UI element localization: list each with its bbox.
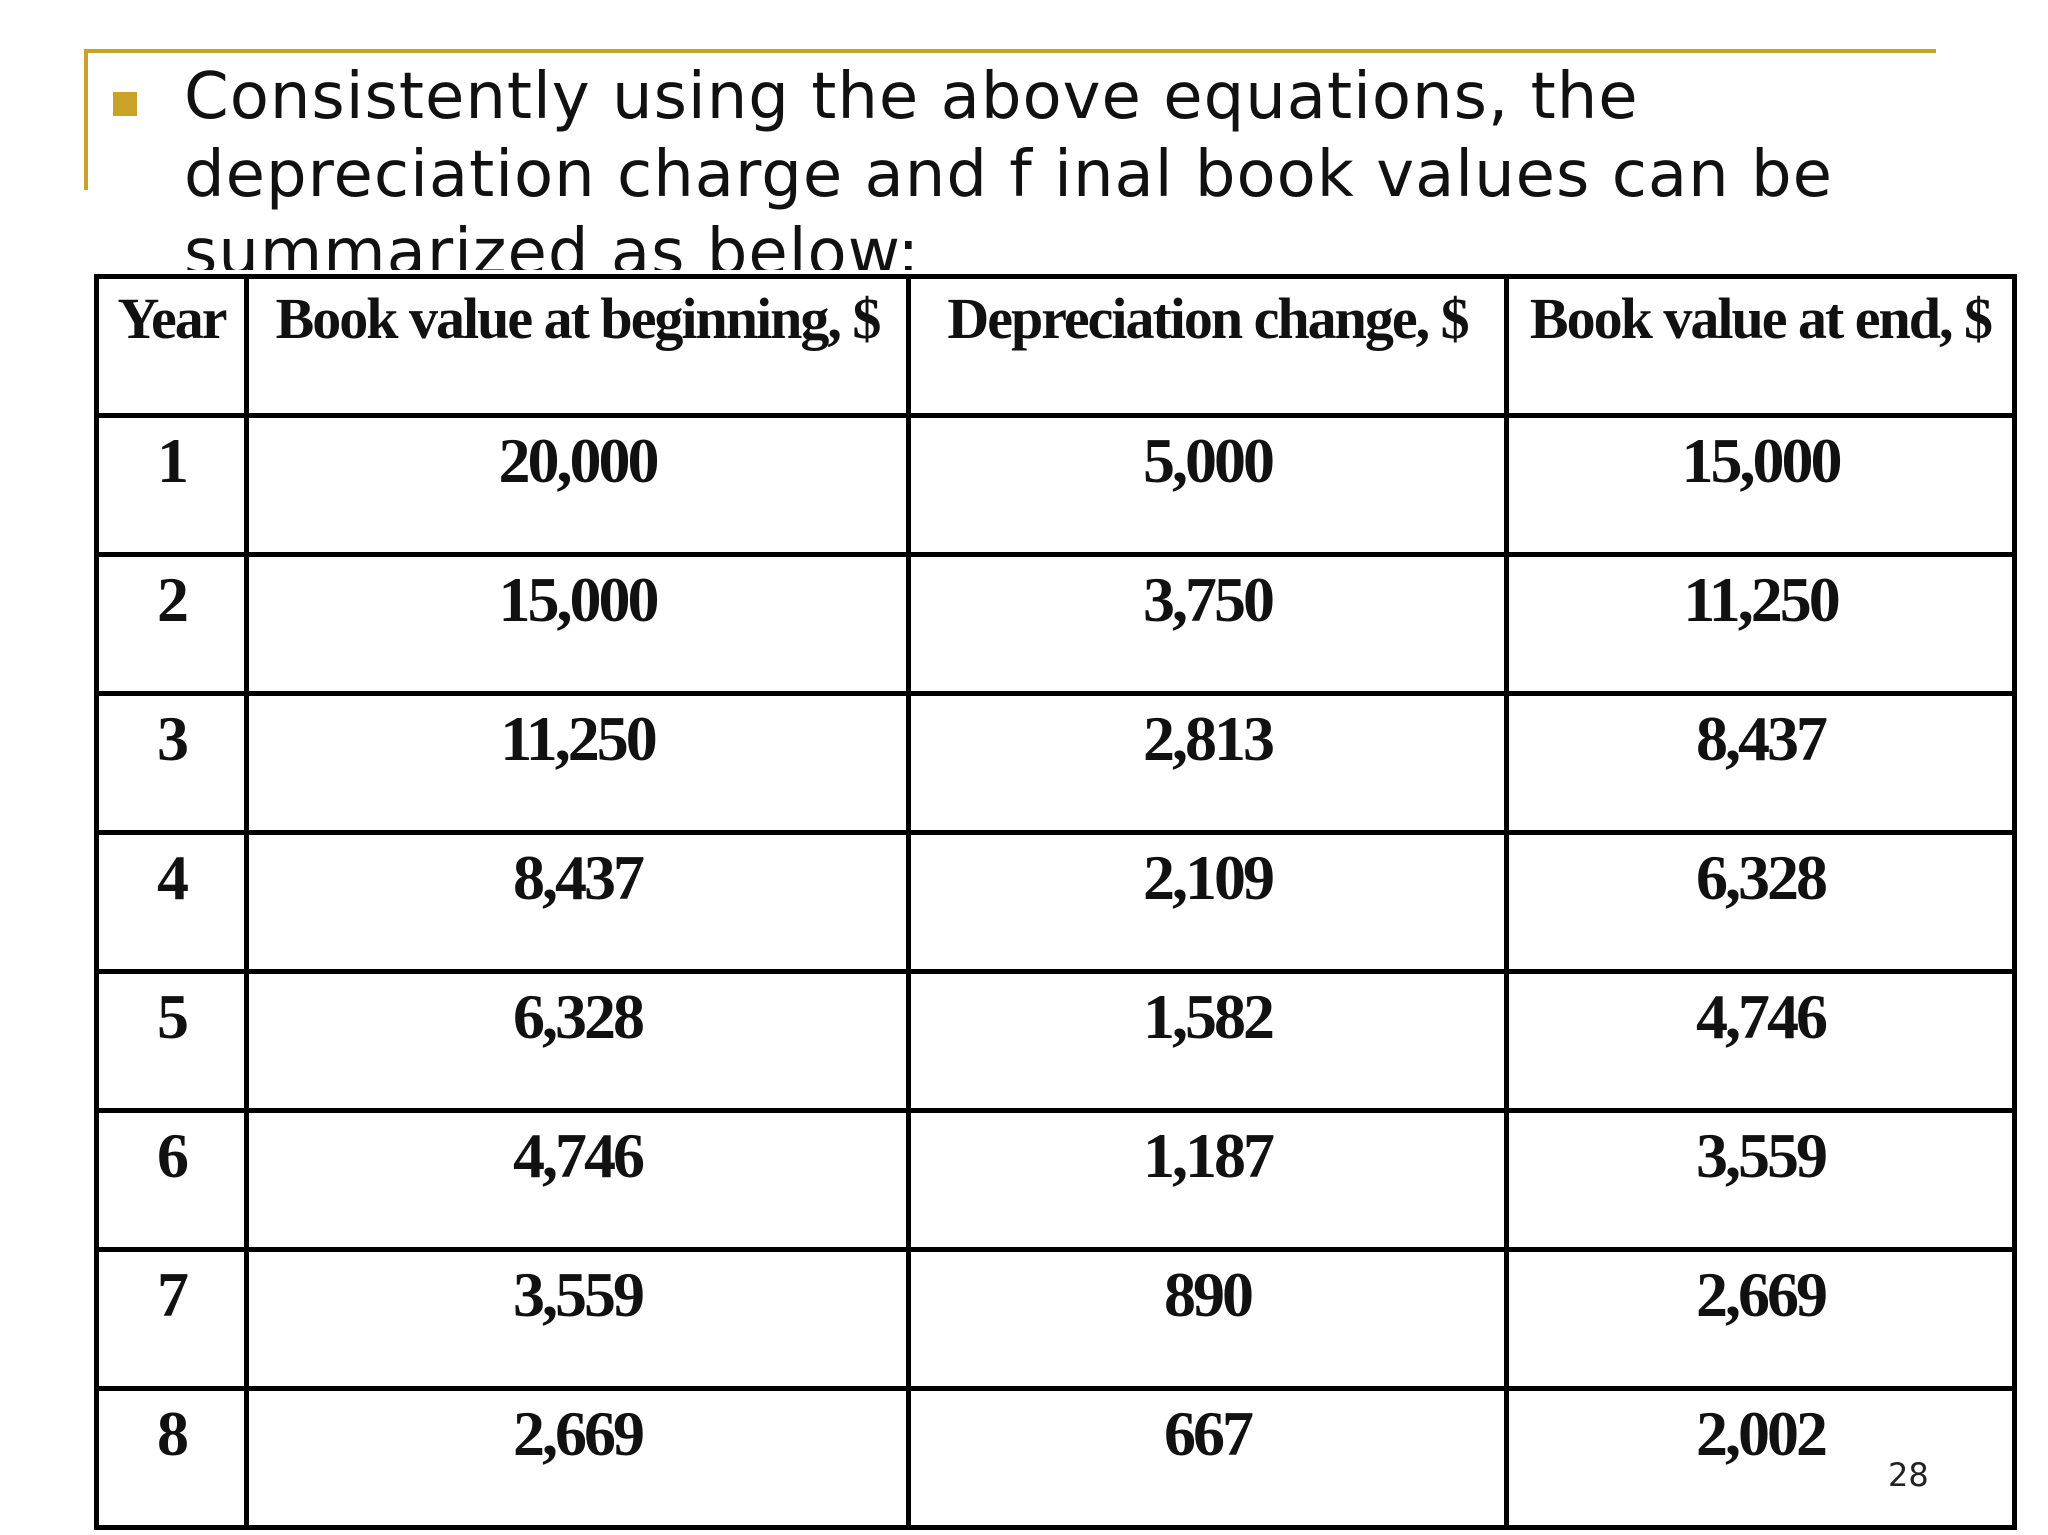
cell-year: 1 [94,413,249,557]
cell-year: 8 [94,1386,249,1530]
table-row: 7 3,559 890 2,669 [94,1247,2017,1391]
cell-book-value-beginning: 2,669 [244,1386,911,1530]
bullet-text: Consistently using the above equations, … [184,60,1833,270]
table-header-row: Year Book value at beginning, $ Deprecia… [94,274,2017,418]
title-accent-rule-left [84,49,88,190]
cell-depreciation-change: 667 [906,1386,1509,1530]
table-row: 3 11,250 2,813 8,437 [94,691,2017,835]
cell-year: 5 [94,969,249,1113]
cell-depreciation-change: 2,813 [906,691,1509,835]
page-number: 28 [1888,1456,1929,1494]
cell-year: 4 [94,830,249,974]
cell-year: 7 [94,1247,249,1391]
bullet-square-icon [113,92,137,116]
header-book-value-beginning: Book value at beginning, $ [244,274,911,418]
cell-depreciation-change: 1,187 [906,1108,1509,1252]
cell-book-value-end: 11,250 [1504,552,2017,696]
cell-book-value-end: 4,746 [1504,969,2017,1113]
cell-year: 2 [94,552,249,696]
table-row: 1 20,000 5,000 15,000 [94,413,2017,557]
cell-book-value-end: 8,437 [1504,691,2017,835]
cell-book-value-end: 15,000 [1504,413,2017,557]
header-year: Year [94,274,249,418]
cell-book-value-end: 2,002 [1504,1386,2017,1530]
table-row: 5 6,328 1,582 4,746 [94,969,2017,1113]
cell-book-value-end: 2,669 [1504,1247,2017,1391]
table-row: 6 4,746 1,187 3,559 [94,1108,2017,1252]
table-row: 2 15,000 3,750 11,250 [94,552,2017,696]
cell-book-value-beginning: 6,328 [244,969,911,1113]
cell-book-value-end: 6,328 [1504,830,2017,974]
cell-book-value-end: 3,559 [1504,1108,2017,1252]
table-row: 4 8,437 2,109 6,328 [94,830,2017,974]
cell-depreciation-change: 2,109 [906,830,1509,974]
depreciation-summary-table: Year Book value at beginning, $ Deprecia… [94,274,2017,1530]
cell-book-value-beginning: 15,000 [244,552,911,696]
cell-depreciation-change: 890 [906,1247,1509,1391]
cell-depreciation-change: 5,000 [906,413,1509,557]
cell-book-value-beginning: 4,746 [244,1108,911,1252]
depreciation-table-container: Year Book value at beginning, $ Deprecia… [94,274,2017,1530]
table-row: 8 2,669 667 2,002 [94,1386,2017,1530]
cell-year: 3 [94,691,249,835]
cell-book-value-beginning: 11,250 [244,691,911,835]
cell-depreciation-change: 3,750 [906,552,1509,696]
cell-year: 6 [94,1108,249,1252]
header-book-value-end: Book value at end, $ [1504,274,2017,418]
cell-book-value-beginning: 20,000 [244,413,911,557]
cell-depreciation-change: 1,582 [906,969,1509,1113]
header-depreciation-change: Depreciation change, $ [906,274,1509,418]
cell-book-value-beginning: 8,437 [244,830,911,974]
title-accent-rule-top [84,49,1936,53]
cell-book-value-beginning: 3,559 [244,1247,911,1391]
